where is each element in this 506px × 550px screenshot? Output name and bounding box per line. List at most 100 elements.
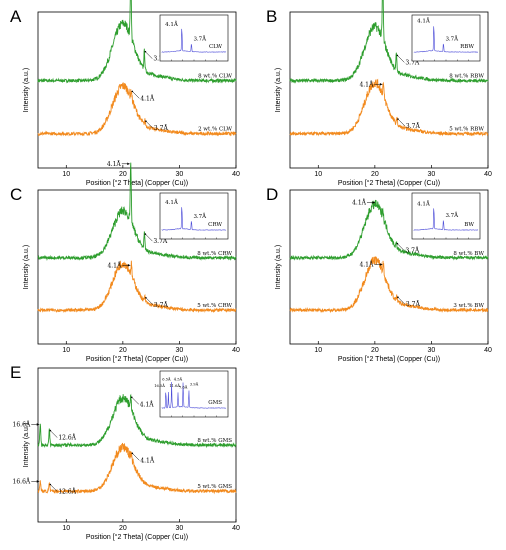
- annotation-arrow: [397, 118, 406, 127]
- series-line-0: [37, 393, 237, 449]
- y-axis-label: Intensity (a.u.): [275, 245, 282, 289]
- series-line-1: [289, 256, 489, 314]
- x-tick-label: 30: [176, 347, 184, 354]
- series-label-0: 8 wt.% RBW: [449, 74, 484, 80]
- x-tick-label: 10: [62, 347, 70, 354]
- x-tick-label: 30: [176, 171, 184, 178]
- inset-peak-label: 3.7Å: [193, 212, 207, 220]
- x-tick-label: 40: [232, 525, 240, 532]
- annotation-arrow: [131, 397, 139, 405]
- series-label-1: 3 wt.% BW: [453, 303, 484, 309]
- inset-frame: [411, 192, 481, 240]
- peak-annotation: 3.7Å: [154, 301, 169, 309]
- inset-peak-label: 3.7Å: [193, 34, 207, 42]
- x-tick-label: 20: [119, 171, 127, 178]
- annotation-arrow: [132, 453, 140, 461]
- plot-frame: [289, 11, 489, 169]
- x-axis-label: Position [°2 Theta] (Copper (Cu)): [86, 533, 188, 541]
- inset-line: [161, 381, 227, 409]
- x-tick-label: 20: [371, 347, 379, 354]
- inset-peak-label: 4.5Å: [174, 376, 183, 381]
- arrow-head: [131, 452, 134, 455]
- inset-peak-label: 3.7Å: [445, 34, 459, 42]
- panel-label: B: [266, 7, 277, 26]
- inset-peak-label: 16.5Å: [154, 383, 165, 388]
- inset-peak-label: 3.9Å: [190, 381, 199, 386]
- y-axis-label: Intensity (a.u.): [23, 245, 30, 289]
- inset-name: CRW: [208, 222, 222, 228]
- series-label-0: 8 wt.% BW: [453, 251, 484, 257]
- y-axis-label: Intensity (a.u.): [275, 68, 282, 112]
- annotation-arrow: [145, 233, 153, 242]
- peak-annotation: 4.1Å: [140, 456, 155, 464]
- panel-a: A 10 20 30 40 Position [°2 Theta] (Copper (Cu…: [10, 0, 240, 187]
- peak-annotation: 3.7Å: [405, 247, 420, 255]
- arrow-head: [372, 201, 375, 204]
- x-axis-label: Position [°2 Theta] (Copper (Cu)): [338, 355, 440, 363]
- inset-line: [161, 28, 227, 53]
- x-tick-label: 40: [484, 347, 492, 354]
- x-axis-label: Position [°2 Theta] (Copper (Cu)): [86, 179, 188, 187]
- annotation-arrow: [50, 430, 58, 438]
- annotation-arrow: [132, 91, 140, 99]
- inset-peak-label: 4.1Å: [417, 199, 431, 207]
- x-tick-label: 10: [62, 525, 70, 532]
- peak-annotation: 16.6Å: [13, 477, 31, 485]
- arrow-head: [379, 83, 383, 86]
- inset-name: GMS: [208, 400, 222, 406]
- series-label-0: 8 wt.% CRW: [197, 251, 232, 257]
- x-tick-label: 20: [119, 525, 127, 532]
- inset-line: [413, 208, 479, 231]
- series-label-1: 5 wt.% GMS: [197, 484, 232, 490]
- plot-frame: [37, 11, 237, 169]
- inset-name: RBW: [460, 44, 474, 50]
- inset-peak-label: 11.6Å: [169, 383, 180, 388]
- annotation-arrow: [397, 243, 405, 251]
- series-line-0: [289, 199, 489, 261]
- peak-annotation: 3.7Å: [154, 124, 169, 132]
- series-line-1: [37, 82, 237, 137]
- peak-annotation: 12.6Å: [58, 488, 76, 496]
- series-label-1: 5 wt.% RBW: [449, 127, 484, 133]
- x-tick-label: 10: [62, 171, 70, 178]
- x-tick-label: 40: [232, 347, 240, 354]
- arrow-head: [49, 483, 52, 486]
- series-line-0: [289, 0, 489, 84]
- x-tick-label: 40: [484, 171, 492, 178]
- series-line-1: [37, 260, 237, 314]
- panel-e: E 10 20 30 40 Position [°2 Theta] (Copper (Cu…: [10, 363, 240, 541]
- arrow-head: [36, 480, 40, 483]
- plot-frame: [37, 189, 237, 345]
- inset-peak-label: 3.7Å: [445, 211, 459, 219]
- panel-b: B 10 20 30 40 Position [°2 Theta] (Copper (Cu…: [266, 0, 492, 187]
- x-axis-label: Position [°2 Theta] (Copper (Cu)): [338, 179, 440, 187]
- panel-label: A: [10, 7, 22, 26]
- inset-line: [161, 207, 227, 231]
- peak-annotation: 3.7Å: [153, 237, 168, 245]
- series-line-1: [37, 442, 237, 495]
- series-label-1: 5 wt.% CRW: [197, 303, 232, 309]
- arrow-head: [145, 120, 147, 122]
- inset-peak-label: 6.5Å: [162, 376, 171, 381]
- inset-frame: [159, 192, 229, 240]
- arrow-head: [36, 423, 40, 426]
- arrow-head: [131, 90, 134, 93]
- x-tick-label: 10: [314, 171, 322, 178]
- series-line-0: [37, 162, 237, 262]
- peak-annotation: 4.1Å: [140, 94, 155, 102]
- x-tick-label: 30: [428, 347, 436, 354]
- peak-annotation: 4.1Å: [107, 160, 122, 168]
- x-tick-label: 40: [232, 171, 240, 178]
- x-axis-label: Position [°2 Theta] (Copper (Cu)): [86, 355, 188, 363]
- x-tick-label: 10: [314, 347, 322, 354]
- inset-frame: [411, 14, 481, 62]
- arrow-head: [127, 263, 131, 267]
- annotation-arrow: [397, 55, 405, 63]
- arrow-head: [397, 296, 399, 298]
- series-label-0: 8 wt.% CLW: [198, 74, 232, 80]
- plot-frame: [289, 189, 489, 345]
